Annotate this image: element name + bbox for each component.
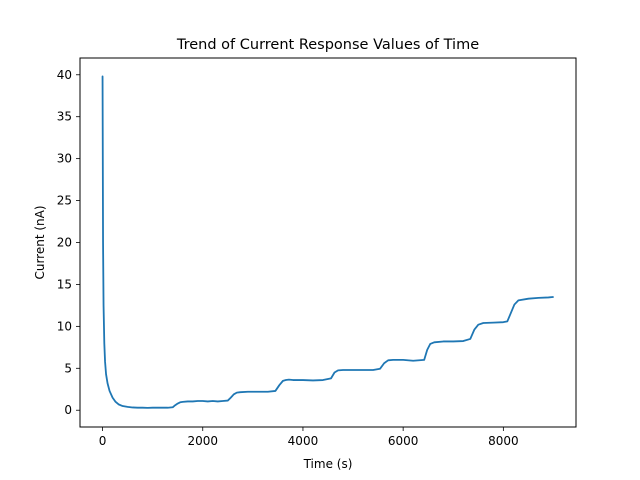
y-axis-label: Current (nA)	[33, 205, 47, 279]
x-tick-label: 0	[99, 434, 107, 448]
y-tick-label: 25	[57, 194, 72, 208]
x-tick-label: 4000	[288, 434, 319, 448]
chart-title: Trend of Current Response Values of Time	[176, 37, 479, 53]
y-tick-label: 40	[57, 68, 72, 82]
y-tick-label: 5	[64, 361, 72, 375]
y-tick-label: 35	[57, 110, 72, 124]
y-tick-label: 0	[64, 403, 72, 417]
plot-content	[101, 75, 554, 409]
x-tick-label: 8000	[488, 434, 519, 448]
series-line-0	[101, 75, 554, 409]
y-tick-label: 10	[57, 319, 72, 333]
x-tick-label: 2000	[187, 434, 218, 448]
y-tick-label: 30	[57, 152, 72, 166]
x-axis: 0 2000 4000 6000 8000	[99, 427, 519, 448]
x-tick-label: 6000	[388, 434, 419, 448]
x-axis-label: Time (s)	[303, 457, 353, 471]
y-axis: 0 5 10 15 20 25 30 35 40	[57, 68, 80, 417]
y-tick-label: 20	[57, 236, 72, 250]
y-tick-label: 15	[57, 277, 72, 291]
